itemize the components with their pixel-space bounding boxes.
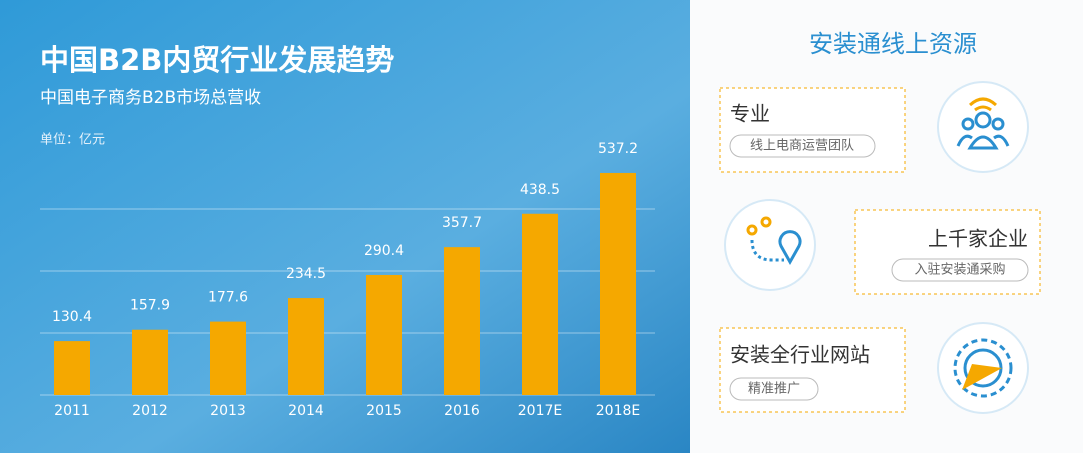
item-tag: 入驻安装通采购 [914,262,1005,278]
x-tick-label: 2011 [54,403,90,419]
resource-panel: 安装通线上资源 专业 线上电商运营团队 上千家企业 入驻安装通采购 安装全行业网… [719,30,1041,414]
item-tag-box [729,134,876,158]
bar [288,298,324,395]
x-tick-label: 2016 [444,403,480,419]
bar [522,213,558,395]
bar [54,341,90,395]
chart-title: 中国B2B内贸行业发展趋势 [40,43,394,77]
location-icon [746,216,802,266]
value-label: 177.6 [208,290,248,306]
value-label: 130.4 [52,309,92,325]
x-tick-label: 2015 [366,403,402,419]
promotion-icon [953,338,1013,398]
bar [366,274,402,395]
x-tick-label: 2018E [596,403,640,419]
value-label: 438.5 [520,182,560,198]
x-tick-label: 2012 [132,403,168,419]
x-tick-label: 2017E [518,403,562,419]
x-tick-label: 2013 [210,403,246,419]
icon-circle [724,199,816,291]
bar [444,247,480,395]
item-title: 专业 [730,102,770,126]
team-icon [956,97,1010,150]
value-label: 357.7 [442,215,482,231]
item-tag-box [729,377,819,401]
item-tag-box [891,258,1029,282]
chart: 中国B2B内贸行业发展趋势 中国电子商务B2B市场总营收 单位：亿元 2011 1… [40,43,655,419]
chart-subtitle: 中国电子商务B2B市场总营收 [40,88,261,108]
chart-background [0,0,690,453]
bar [132,329,168,395]
value-label: 234.5 [286,266,326,282]
bar [210,321,246,395]
unit-label: 单位：亿元 [40,133,105,148]
value-label: 157.9 [130,298,170,314]
value-label: 290.4 [364,243,404,259]
item-tag: 线上电商运营团队 [750,139,854,154]
item-tag: 精准推广 [748,382,800,397]
x-tick-label: 2014 [288,403,324,419]
item-title: 安装全行业网站 [730,343,870,367]
item-box [719,87,906,173]
item-title: 上千家企业 [928,227,1028,251]
value-label: 537.2 [598,141,638,157]
panel-title: 安装通线上资源 [809,30,977,58]
bar [600,172,636,395]
